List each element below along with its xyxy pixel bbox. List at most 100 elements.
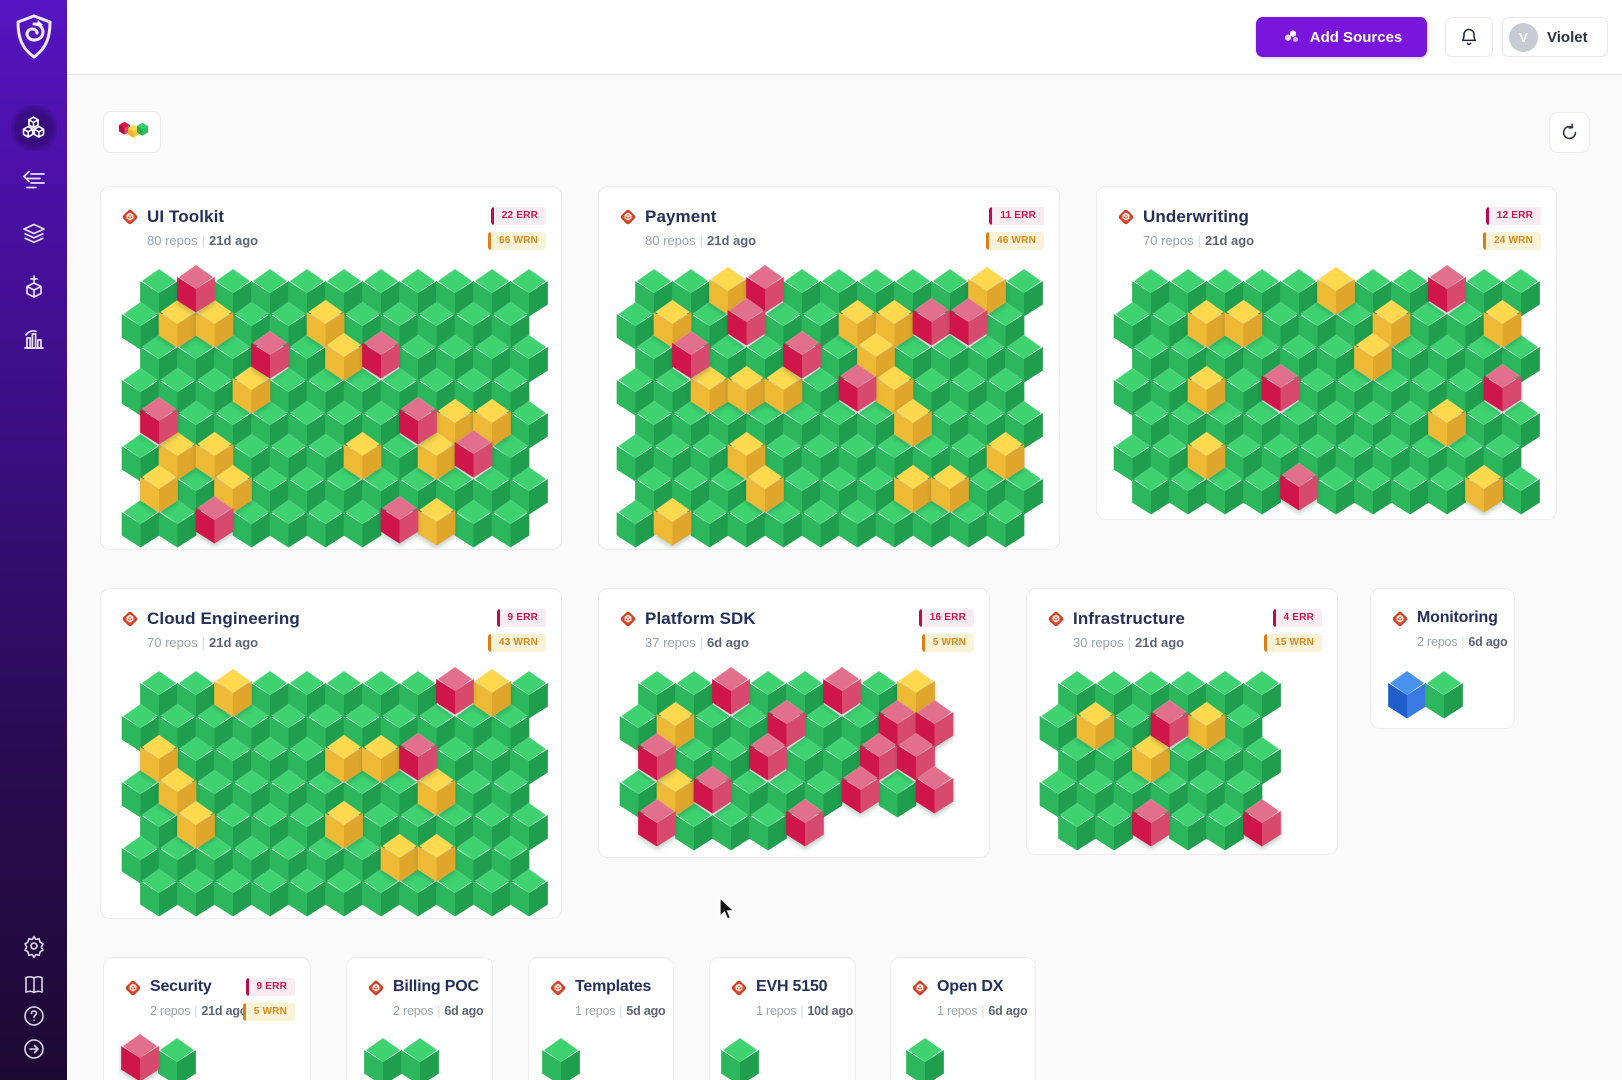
notifications-button[interactable]: [1445, 17, 1493, 57]
warning-badge-label: 43 WRN: [499, 637, 538, 648]
repo-group-card[interactable]: Security 2 repos | 21d ago 9 ERR 5 WRN: [103, 957, 311, 1080]
card-title: Security: [150, 978, 212, 995]
sidebar-item-package-add[interactable]: [0, 265, 67, 309]
last-updated: 6d ago: [988, 1004, 1028, 1018]
repo-group-card[interactable]: EVH 5150 1 repos | 10d ago: [709, 957, 856, 1080]
repos-count: 1 repos: [937, 1004, 978, 1018]
avatar: V: [1509, 22, 1538, 52]
repos-count: 2 repos: [1417, 635, 1458, 649]
error-badge: 9 ERR: [496, 609, 546, 627]
repos-count: 80 repos: [645, 233, 696, 248]
card-title: Cloud Engineering: [147, 609, 300, 628]
error-badge: 22 ERR: [490, 207, 546, 225]
warning-badge-label: 5 WRN: [932, 637, 966, 648]
repo-group-icon: [730, 979, 748, 997]
refresh-button[interactable]: [1549, 112, 1590, 153]
severity-legend-chip[interactable]: [103, 111, 161, 153]
repos-count: 2 repos: [393, 1004, 434, 1018]
repos-count: 80 repos: [147, 233, 198, 248]
repos-count: 37 repos: [645, 635, 696, 650]
warning-badge: 43 WRN: [488, 634, 546, 652]
last-updated: 21d ago: [208, 635, 259, 650]
card-title: Payment: [645, 207, 717, 226]
card-subtitle: 1 repos | 6d ago: [937, 1004, 1028, 1018]
last-updated: 6d ago: [444, 1004, 484, 1018]
subtitle-divider: |: [699, 233, 703, 248]
card-title: UI Toolkit: [147, 207, 225, 226]
error-badge-label: 9 ERR: [256, 981, 287, 992]
repo-group-icon: [911, 979, 929, 997]
three-cubes-icon: [119, 121, 148, 138]
repos-count: 70 repos: [147, 635, 198, 650]
repo-group-card[interactable]: Platform SDK 37 repos | 6d ago 16 ERR 5 WRN: [598, 588, 990, 858]
subtitle-divider: |: [800, 1004, 804, 1018]
card-subtitle: 30 repos | 21d ago: [1073, 635, 1184, 650]
sidebar-item-layers[interactable]: [0, 212, 67, 256]
error-badge-label: 16 ERR: [929, 612, 966, 623]
subtitle-divider: |: [619, 1004, 623, 1018]
card-title: Platform SDK: [645, 609, 756, 628]
subtitle-divider: |: [194, 1004, 198, 1018]
app-logo-shield-icon[interactable]: [14, 14, 54, 60]
warning-badge-bar: [1264, 634, 1268, 652]
sidebar-item-flows[interactable]: [0, 159, 67, 203]
repo-group-icon: [367, 979, 385, 997]
subtitle-divider: |: [437, 1004, 441, 1018]
sidebar-item-docs[interactable]: [0, 963, 67, 1007]
card-subtitle: 70 repos | 21d ago: [1143, 233, 1254, 248]
repos-count: 1 repos: [756, 1004, 797, 1018]
sidebar-item-metrics[interactable]: [0, 318, 67, 362]
user-menu-button[interactable]: V Violet: [1502, 17, 1608, 57]
subtitle-divider: |: [699, 635, 703, 650]
repo-group-card[interactable]: Templates 1 repos | 5d ago: [528, 957, 674, 1080]
repo-group-card[interactable]: Infrastructure 30 repos | 21d ago 4 ERR 15 …: [1026, 588, 1338, 855]
warning-badge: 15 WRN: [1264, 634, 1322, 652]
mouse-cursor: [719, 897, 735, 920]
repo-group-card[interactable]: Underwriting 70 repos | 21d ago 12 ERR 24 W…: [1096, 186, 1557, 520]
card-subtitle: 2 repos | 6d ago: [393, 1004, 484, 1018]
last-updated: 21d ago: [1134, 635, 1185, 650]
warning-badge-label: 24 WRN: [1494, 235, 1533, 246]
repo-group-card[interactable]: Monitoring 2 repos | 6d ago: [1370, 588, 1515, 729]
repo-group-icon: [121, 610, 139, 628]
subtitle-divider: |: [201, 233, 205, 248]
repo-group-icon: [619, 208, 637, 226]
card-title: Infrastructure: [1073, 609, 1185, 628]
warning-badge-label: 66 WRN: [499, 235, 538, 246]
last-updated: 21d ago: [208, 233, 259, 248]
card-title: Underwriting: [1143, 207, 1250, 226]
repo-group-icon: [619, 610, 637, 628]
repos-count: 1 repos: [575, 1004, 616, 1018]
repo-group-icon: [124, 979, 142, 997]
repo-group-card[interactable]: Billing POC 2 repos | 6d ago: [346, 957, 493, 1080]
repo-group-card[interactable]: Cloud Engineering 70 repos | 21d ago 9 ERR…: [100, 588, 562, 919]
error-badge: 11 ERR: [989, 207, 1044, 225]
sidebar-item-logout[interactable]: [0, 1027, 67, 1071]
warning-badge: 5 WRN: [921, 634, 974, 652]
subtitle-divider: |: [1127, 635, 1131, 650]
sidebar-item-settings[interactable]: [0, 924, 67, 968]
last-updated: 5d ago: [626, 1004, 666, 1018]
card-subtitle: 70 repos | 21d ago: [147, 635, 258, 650]
repo-group-card[interactable]: UI Toolkit 80 repos | 21d ago 22 ERR 66 WRN: [100, 186, 562, 550]
error-badge-bar: [989, 207, 993, 225]
last-updated: 6d ago: [706, 635, 749, 650]
repo-group-card[interactable]: Payment 80 repos | 21d ago 11 ERR 46 WRN: [598, 186, 1060, 550]
card-subtitle: 1 repos | 5d ago: [575, 1004, 666, 1018]
bell-icon: [1462, 28, 1476, 46]
sidebar-item-help[interactable]: [0, 994, 67, 1038]
warning-badge: 24 WRN: [1483, 232, 1541, 250]
last-updated: 6d ago: [1468, 635, 1508, 649]
repo-group-icon: [549, 979, 567, 997]
error-badge: 16 ERR: [918, 609, 974, 627]
add-sources-button[interactable]: Add Sources: [1256, 17, 1427, 57]
subtitle-divider: |: [201, 635, 205, 650]
error-badge-bar: [1485, 207, 1489, 225]
sidebar-item-cubes[interactable]: [0, 105, 67, 151]
topbar: Add Sources V Violet: [67, 0, 1622, 75]
cubes-icon: [1284, 30, 1298, 43]
repo-group-card[interactable]: Open DX 1 repos | 6d ago: [890, 957, 1036, 1080]
error-badge-label: 11 ERR: [1000, 210, 1036, 221]
card-subtitle: 37 repos | 6d ago: [645, 635, 749, 650]
warning-badge-bar: [1483, 232, 1487, 250]
